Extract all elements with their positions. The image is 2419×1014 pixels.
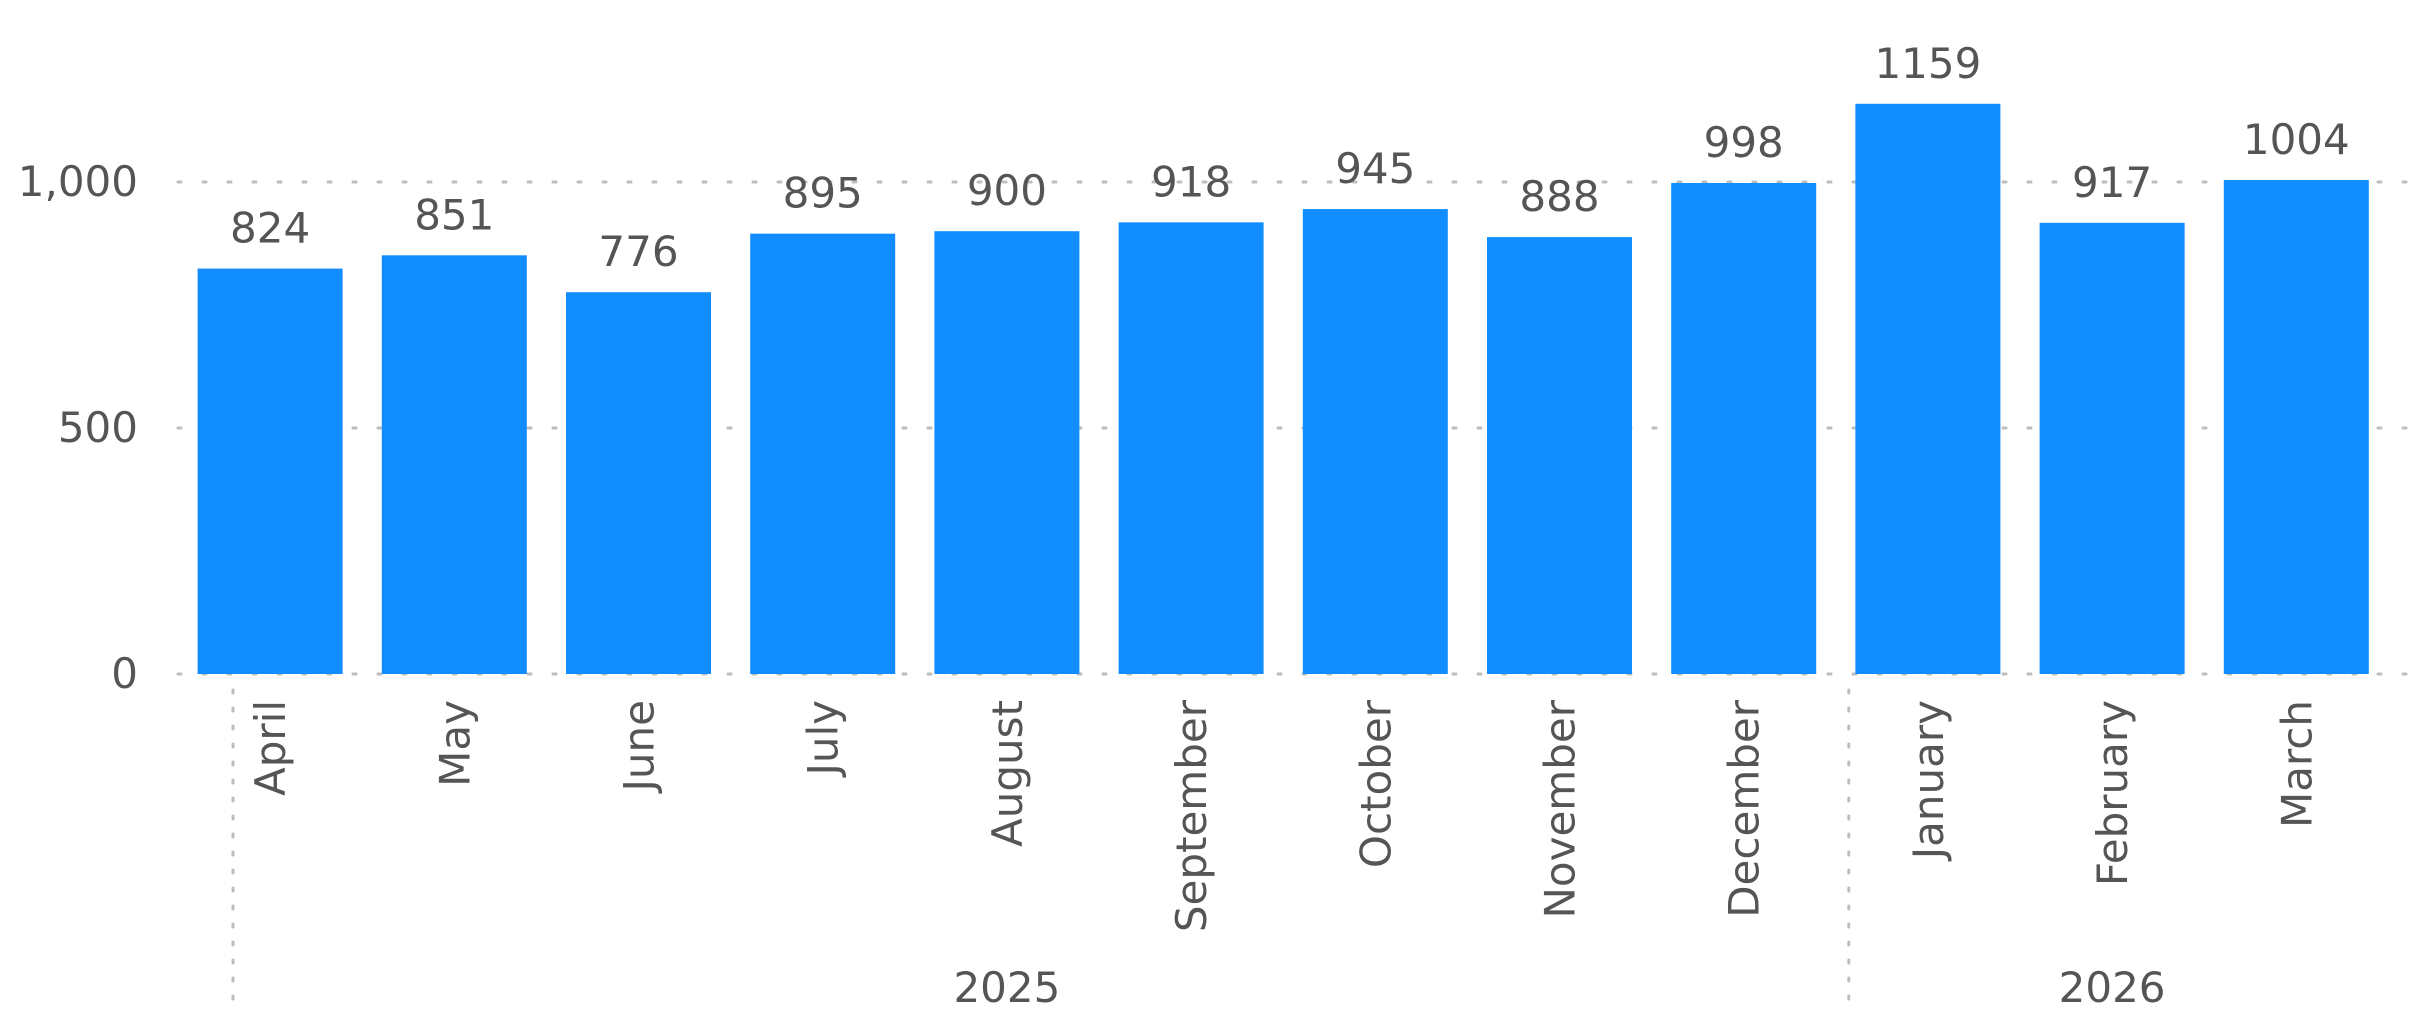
x-tick-label-november: November (1536, 699, 1585, 918)
y-axis-ticks: 0 500 1,000 (18, 157, 138, 698)
data-label-march: 1004 (2243, 115, 2350, 164)
y-tick-label: 0 (111, 649, 138, 698)
data-label-february: 917 (2072, 158, 2152, 207)
y-tick-label: 500 (58, 403, 138, 452)
y-tick-label: 1,000 (18, 157, 138, 206)
bar-november[interactable] (1487, 237, 1632, 674)
bar-may[interactable] (381, 255, 527, 675)
data-label-april: 824 (230, 204, 310, 253)
data-label-august: 900 (967, 166, 1047, 215)
x-tick-label-january: January (1904, 700, 1953, 862)
gridlines (176, 180, 2419, 676)
year-label-2025: 2025 (953, 963, 1060, 1012)
x-tick-label-july: July (799, 700, 848, 779)
bar-june[interactable] (566, 292, 711, 674)
x-tick-label-december: December (1720, 699, 1769, 918)
year-label-2026: 2026 (2059, 963, 2166, 1012)
data-label-july: 895 (783, 169, 863, 218)
bar-january[interactable] (1855, 103, 2001, 675)
x-tick-label-april: April (246, 700, 295, 796)
bar-july[interactable] (750, 233, 896, 674)
bar-march[interactable] (2223, 180, 2369, 675)
bar-august[interactable] (934, 231, 1080, 674)
bars (197, 103, 2369, 675)
bar-september[interactable] (1118, 222, 1264, 674)
x-tick-label-september: September (1167, 699, 1216, 932)
x-tick-label-march: March (2272, 700, 2321, 828)
bar-february[interactable] (2039, 222, 2185, 674)
data-label-may: 851 (414, 190, 494, 239)
x-tick-label-august: August (983, 700, 1032, 847)
bar-october[interactable] (1302, 209, 1448, 674)
data-labels: 824 851 776 895 900 918 945 888 998 1159 917 1004 (230, 39, 2350, 276)
x-axis-year-groups: 2025 2026 (231, 688, 2166, 1014)
x-tick-label-october: October (1351, 699, 1400, 868)
bar-april[interactable] (197, 268, 343, 674)
data-label-november: 888 (1519, 172, 1599, 221)
data-label-june: 776 (598, 227, 678, 276)
x-tick-label-may: May (430, 700, 479, 787)
x-tick-label-june: June (615, 700, 664, 794)
x-tick-label-february: February (2088, 700, 2137, 886)
data-label-september: 918 (1151, 157, 1231, 206)
x-axis-categories: April May June July August September October No… (246, 699, 2321, 932)
data-label-december: 998 (1704, 118, 1784, 167)
data-label-january: 1159 (1874, 39, 1981, 88)
bar-december[interactable] (1671, 182, 1817, 674)
data-label-october: 945 (1335, 144, 1415, 193)
